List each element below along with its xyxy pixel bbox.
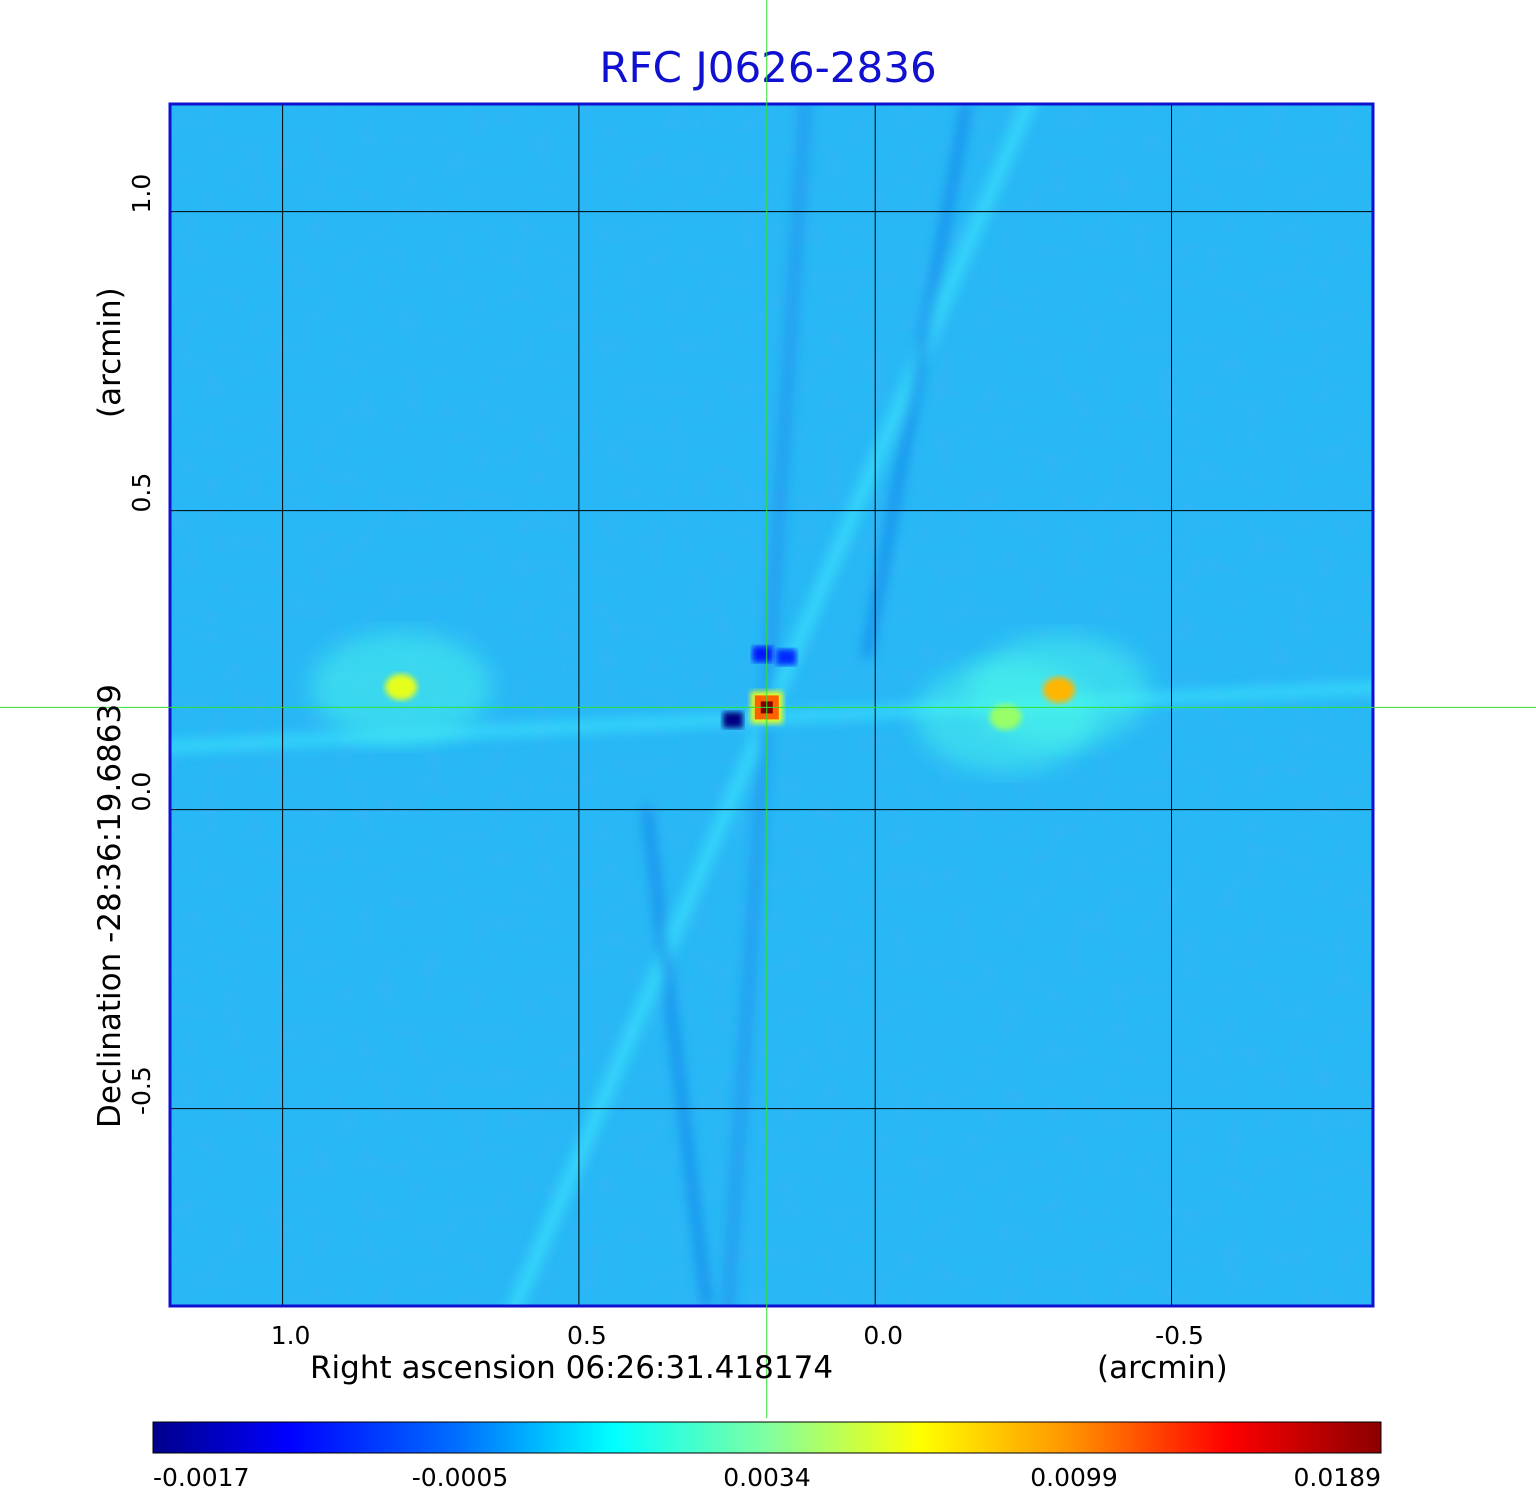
colorbar — [152, 1421, 1382, 1454]
component-peak — [1042, 677, 1075, 704]
chart-title: RFC J0626-2836 — [599, 43, 937, 92]
source-west-extension — [989, 703, 1022, 730]
crosshair — [0, 0, 1536, 1418]
y-axis-unit: (arcmin) — [92, 287, 128, 418]
x-tick-label: 1.0 — [271, 1321, 311, 1350]
y-axis-label: Declination -28:36:19.68639 — [92, 684, 128, 1128]
colorbar-tick-label: 0.0189 — [1294, 1463, 1381, 1492]
x-axis-unit: (arcmin) — [1097, 1350, 1228, 1386]
negative-feature — [722, 711, 743, 728]
heatmap-area — [170, 104, 1373, 1306]
x-axis-label: Right ascension 06:26:31.418174 — [310, 1350, 833, 1386]
colorbar-tick-label: 0.0099 — [1030, 1463, 1117, 1492]
y-tick-label: -0.5 — [127, 1066, 156, 1115]
colorbar-tick-label: -0.0005 — [412, 1463, 509, 1492]
x-tick-label: 0.0 — [863, 1321, 903, 1350]
component-peak — [989, 703, 1022, 730]
sidelobe-streak — [862, 104, 971, 659]
negative-feature — [776, 649, 797, 666]
sidelobe-streak — [642, 806, 711, 1306]
y-tick-label: 0.0 — [127, 772, 156, 812]
colorbar-tick-label: -0.0017 — [153, 1463, 250, 1492]
component-peak — [385, 674, 418, 701]
source-east-component — [385, 674, 418, 701]
grid — [170, 104, 1373, 1306]
colorbar-tick-label: 0.0034 — [723, 1463, 810, 1492]
y-tick-label: 0.5 — [127, 473, 156, 513]
plot-frame — [168, 102, 1375, 1308]
source-west-component — [1042, 677, 1075, 704]
y-tick-label: 1.0 — [127, 174, 156, 214]
x-tick-label: 0.5 — [567, 1321, 607, 1350]
x-tick-label: -0.5 — [1155, 1321, 1204, 1350]
negative-feature — [752, 646, 773, 663]
